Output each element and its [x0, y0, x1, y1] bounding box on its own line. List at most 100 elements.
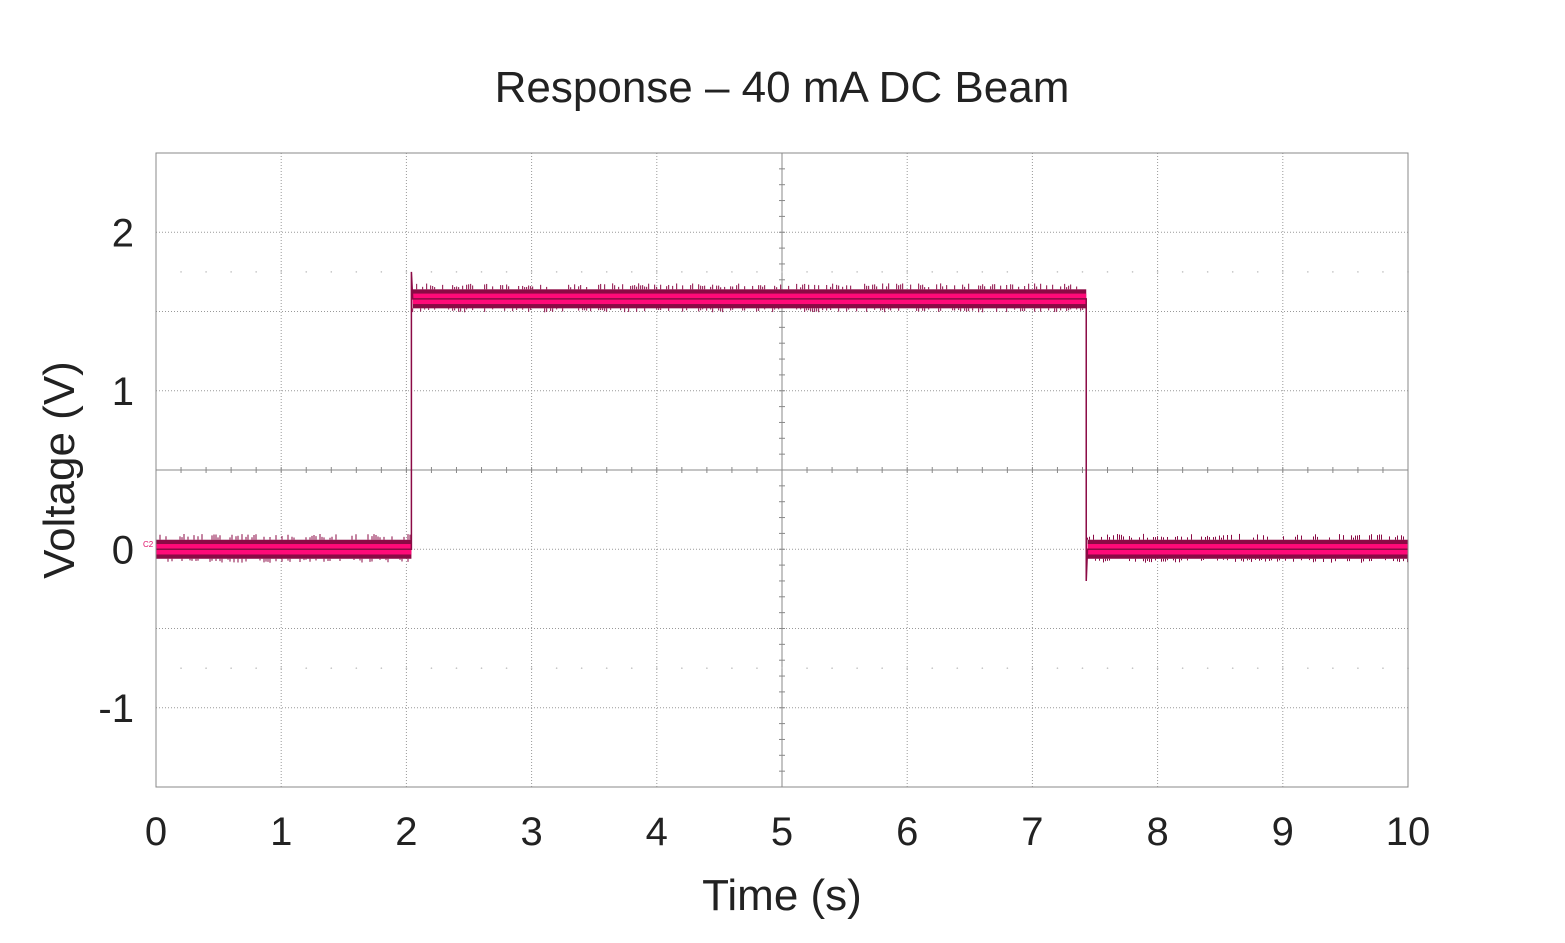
graticule-dot [1056, 271, 1059, 273]
graticule-dot [380, 667, 383, 669]
graticule-dot [630, 667, 633, 669]
graticule-dot [1106, 271, 1109, 273]
graticule-dot [781, 271, 783, 273]
y-axis-label: Voltage (V) [35, 361, 84, 579]
graticule-dot [831, 271, 833, 273]
graticule-dot [1332, 271, 1334, 273]
graticule-dot [931, 271, 934, 273]
x-tick-label: 0 [145, 810, 167, 854]
graticule-dot [1357, 271, 1359, 273]
graticule-dot [330, 667, 333, 669]
graticule-dot [255, 667, 257, 669]
graticule-dot [931, 667, 934, 669]
graticule-dot [1181, 271, 1184, 273]
graticule-dot [430, 667, 433, 669]
graticule-dot [1357, 667, 1359, 669]
graticule-dot [1006, 667, 1009, 669]
graticule-dot [280, 271, 283, 273]
graticule-dot [180, 667, 182, 669]
x-tick-label: 2 [395, 810, 417, 854]
graticule-dot [180, 271, 182, 273]
graticule-dot [1081, 667, 1084, 669]
graticule-dot [505, 271, 508, 273]
graticule-dot [205, 667, 207, 669]
channel-marker: C2 [143, 540, 154, 549]
graticule-dot [355, 271, 358, 273]
graticule-dot [956, 271, 959, 273]
graticule-dot [1382, 667, 1384, 669]
graticule-dot [430, 271, 433, 273]
trace-line [156, 271, 1408, 581]
graticule-dot [1231, 271, 1234, 273]
graticule-dot [1156, 271, 1159, 273]
graticule-dot [956, 667, 959, 669]
graticule-dot [230, 667, 232, 669]
graticule-dot [981, 667, 984, 669]
graticule-dot [856, 667, 858, 669]
x-tick-label: 10 [1386, 810, 1431, 854]
graticule-dot [505, 667, 508, 669]
graticule-dot [831, 667, 833, 669]
graticule-dot [1332, 667, 1334, 669]
grid [155, 153, 1409, 788]
trace [155, 271, 1408, 581]
graticule-dot [1307, 271, 1309, 273]
graticule-dot [1006, 271, 1009, 273]
graticule-dot [1256, 271, 1259, 273]
graticule-dot [731, 271, 733, 273]
graticule-dot [681, 667, 683, 669]
graticule-dot [1106, 667, 1109, 669]
graticule-dot [555, 271, 558, 273]
plot-frame [155, 152, 1409, 788]
x-tick-label: 3 [520, 810, 542, 854]
graticule-dot [881, 271, 883, 273]
graticule-dot [806, 271, 808, 273]
x-tick-label: 4 [646, 810, 668, 854]
graticule-dot [455, 667, 458, 669]
graticule-dot [1131, 667, 1134, 669]
graticule-dot [756, 667, 758, 669]
graticule-dot [480, 271, 483, 273]
graticule-dot [656, 667, 658, 669]
graticule-dot [806, 667, 808, 669]
graticule-dot [605, 667, 608, 669]
graticule-dot [681, 271, 683, 273]
graticule-dot [1282, 667, 1284, 669]
graticule-dot [756, 271, 758, 273]
graticule-dot [1206, 271, 1209, 273]
x-tick-label: 6 [896, 810, 918, 854]
graticule-dot [205, 271, 207, 273]
x-axis-label: Time (s) [702, 871, 862, 920]
graticule-dot [305, 271, 308, 273]
graticule-dot [405, 271, 408, 273]
x-tick-label: 5 [771, 810, 793, 854]
graticule-dot [1056, 667, 1059, 669]
y-tick-label: 1 [112, 370, 134, 414]
graticule-dot [656, 271, 658, 273]
graticule-dot [706, 667, 708, 669]
chart-title: Response – 40 mA DC Beam [495, 63, 1070, 112]
graticule-dot [1181, 667, 1184, 669]
x-tick-label: 7 [1021, 810, 1043, 854]
graticule-dot [605, 271, 608, 273]
graticule-dot [706, 271, 708, 273]
graticule-dot [1031, 667, 1034, 669]
graticule-dot [530, 271, 533, 273]
graticule-dot [230, 271, 232, 273]
y-tick-label: -1 [98, 687, 134, 731]
graticule-dot [1231, 667, 1234, 669]
graticule-dot [455, 271, 458, 273]
graticule-dot [731, 667, 733, 669]
graticule-dot [1031, 271, 1034, 273]
graticule-dot [1156, 667, 1159, 669]
graticule-dot [555, 667, 558, 669]
graticule-dot [480, 667, 483, 669]
graticule-dot [856, 271, 858, 273]
x-tick-label: 9 [1272, 810, 1294, 854]
graticule-dot [1307, 667, 1309, 669]
graticule-dot [781, 667, 783, 669]
graticule-dot [380, 271, 383, 273]
graticule-dot [405, 667, 408, 669]
graticule-dot [280, 667, 283, 669]
